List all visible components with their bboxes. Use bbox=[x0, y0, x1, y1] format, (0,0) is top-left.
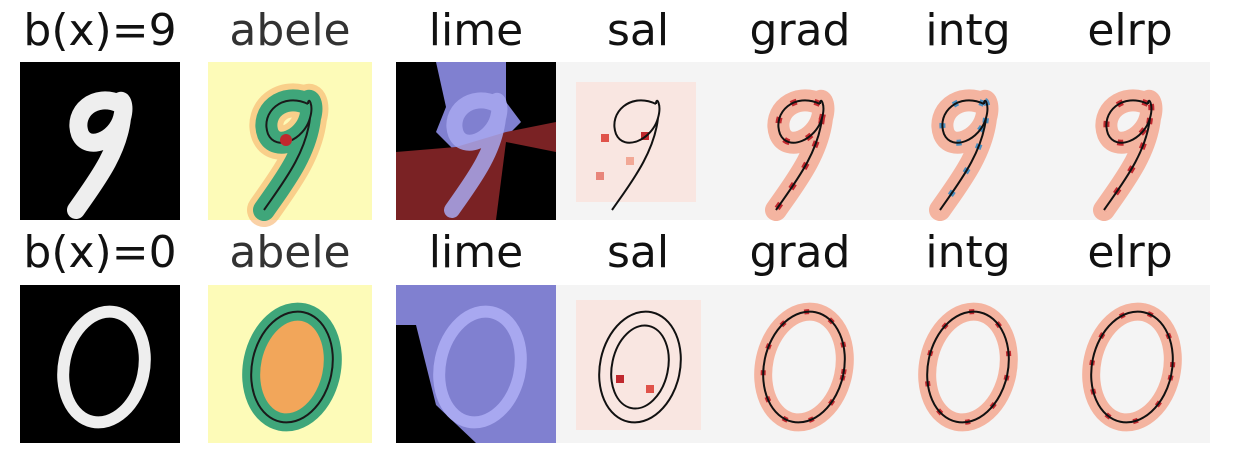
method-label: elrp bbox=[1087, 5, 1173, 56]
method-label: abele bbox=[229, 5, 351, 56]
method-label: intg bbox=[925, 227, 1011, 278]
method-label: abele bbox=[229, 227, 351, 278]
method-label: lime bbox=[428, 227, 524, 278]
abele-map bbox=[208, 62, 372, 220]
sal-map bbox=[576, 82, 696, 211]
abele-map bbox=[208, 285, 372, 443]
row-label: b(x)=0 bbox=[23, 227, 177, 278]
method-label: intg bbox=[925, 5, 1011, 56]
lime-map bbox=[396, 62, 556, 220]
original-image bbox=[20, 285, 180, 443]
lime-map bbox=[396, 285, 556, 443]
method-label: grad bbox=[749, 227, 851, 278]
method-label: sal bbox=[606, 5, 670, 56]
original-image bbox=[20, 62, 180, 220]
method-label: lime bbox=[428, 5, 524, 56]
sal-map bbox=[576, 300, 701, 432]
method-label: sal bbox=[606, 227, 670, 278]
method-label: elrp bbox=[1087, 227, 1173, 278]
method-label: grad bbox=[749, 5, 851, 56]
row-label: b(x)=9 bbox=[23, 5, 177, 56]
